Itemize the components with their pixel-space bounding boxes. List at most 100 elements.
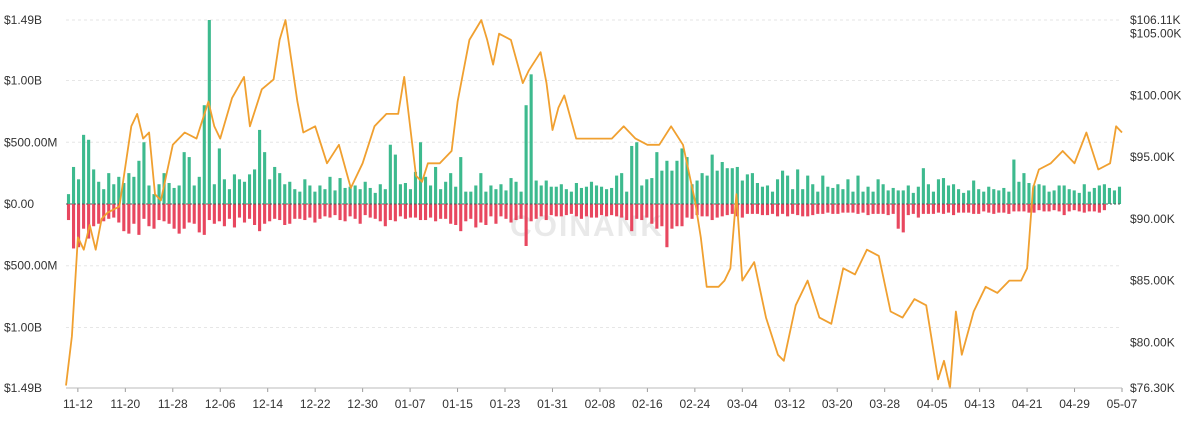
outflow-bar — [584, 204, 589, 217]
outflow-bar — [700, 204, 704, 217]
outflow-bar — [177, 204, 181, 234]
inflow-bar — [323, 189, 327, 204]
outflow-bar — [861, 204, 865, 213]
inflow-bar — [574, 183, 578, 204]
inflow-bar — [464, 191, 468, 204]
inflow-bar — [197, 176, 201, 204]
outflow-bar — [504, 204, 508, 219]
inflow-bar — [931, 191, 935, 204]
x-axis-ticks: 11-12 11-20 11-28 12-06 12-14 12-22 12-30 01-07… — [63, 387, 1138, 411]
outflow-bar — [921, 204, 925, 214]
inflow-bar — [946, 185, 951, 204]
outflow-bar — [524, 204, 528, 246]
outflow-bar — [142, 204, 146, 219]
outflow-bar — [283, 204, 287, 225]
outflow-bar — [232, 204, 237, 228]
outflow-bar — [962, 204, 966, 213]
inflow-bar — [529, 74, 533, 204]
inflow-bar — [343, 187, 347, 204]
outflow-bar — [318, 204, 322, 219]
inflow-bar — [861, 191, 865, 204]
x-tick-label: 11-12 — [63, 397, 93, 411]
outflow-bar — [881, 204, 885, 214]
inflow-bar — [474, 185, 478, 204]
outflow-bar — [635, 204, 639, 219]
inflow-bar — [117, 176, 121, 204]
inflow-bar — [564, 189, 568, 204]
outflow-bar — [348, 204, 352, 217]
x-tick-label: 03-28 — [869, 397, 900, 411]
outflow-bar — [77, 204, 81, 248]
outflow-bar — [268, 204, 272, 222]
inflow-bar — [408, 189, 413, 204]
inflow-bar — [866, 186, 870, 204]
outflow-bar — [92, 204, 96, 227]
outflow-bar — [253, 204, 257, 225]
outflow-bar — [574, 204, 578, 217]
outflow-bar — [147, 204, 151, 227]
outflow-bar — [926, 204, 930, 214]
outflow-bar — [71, 204, 76, 249]
outflow-bar — [1037, 204, 1041, 211]
inflow-bar — [353, 185, 357, 204]
outflow-bar — [866, 204, 870, 216]
inflow-bar — [418, 142, 423, 204]
inflow-bar — [1017, 181, 1021, 204]
right-axis-ticks: $106.11K$105.00K $100.00K $95.00K $90.00K $8… — [1130, 13, 1181, 395]
inflow-bar — [549, 186, 553, 204]
x-tick-label: 05-07 — [1107, 397, 1138, 411]
inflow-bar — [594, 185, 599, 204]
outflow-bar — [258, 204, 262, 232]
inflow-bar — [212, 184, 216, 204]
outflow-bar — [987, 204, 991, 213]
inflow-bar — [222, 179, 226, 204]
outflow-bar — [992, 204, 996, 214]
outflow-bar — [197, 204, 201, 233]
inflow-bar — [901, 190, 905, 204]
inflow-bar — [911, 192, 915, 204]
outflow-bar — [615, 204, 619, 217]
outflow-bar — [1097, 204, 1101, 213]
outflow-bar — [247, 204, 252, 219]
outflow-bar — [765, 204, 770, 216]
inflow-bar — [1057, 185, 1061, 204]
inflow-bar — [1047, 191, 1051, 204]
outflow-bar — [549, 204, 553, 216]
outflow-bar — [157, 204, 161, 221]
outflow-bar — [66, 204, 71, 221]
outflow-bar — [559, 204, 563, 217]
inflow-bar — [765, 185, 770, 204]
inflow-bar — [906, 185, 910, 204]
inflow-bar — [559, 184, 563, 204]
inflow-bar — [524, 105, 528, 204]
outflow-bar — [610, 204, 614, 216]
outflow-bar — [102, 204, 106, 222]
inflow-bar — [936, 179, 941, 204]
inflow-bar — [916, 186, 920, 204]
inflow-bar — [851, 191, 855, 204]
inflow-bar — [172, 187, 176, 204]
inflow-bar — [207, 20, 211, 204]
inflow-bar — [373, 192, 377, 204]
outflow-bar — [951, 204, 956, 216]
outflow-bar — [594, 204, 599, 218]
x-tick-label: 11-28 — [158, 397, 188, 411]
inflow-bar — [484, 191, 488, 204]
inflow-bar — [710, 154, 714, 204]
inflow-bar — [620, 173, 624, 204]
x-tick-label: 12-14 — [252, 397, 283, 411]
inflow-bar — [579, 187, 583, 204]
outflow-bar — [509, 204, 513, 223]
outflow-bar — [298, 204, 302, 219]
inflow-bar — [509, 178, 513, 204]
outflow-bar — [454, 204, 458, 225]
outflow-bar — [1102, 204, 1106, 211]
outflow-bar — [278, 204, 282, 221]
x-tick-label: 03-12 — [774, 397, 805, 411]
outflow-bar — [670, 204, 674, 229]
outflow-bar — [911, 204, 915, 214]
right-tick-label: $90.00K — [1130, 212, 1175, 226]
inflow-bar — [871, 191, 875, 204]
outflow-bar — [1047, 204, 1051, 212]
inflow-bar — [755, 183, 759, 204]
